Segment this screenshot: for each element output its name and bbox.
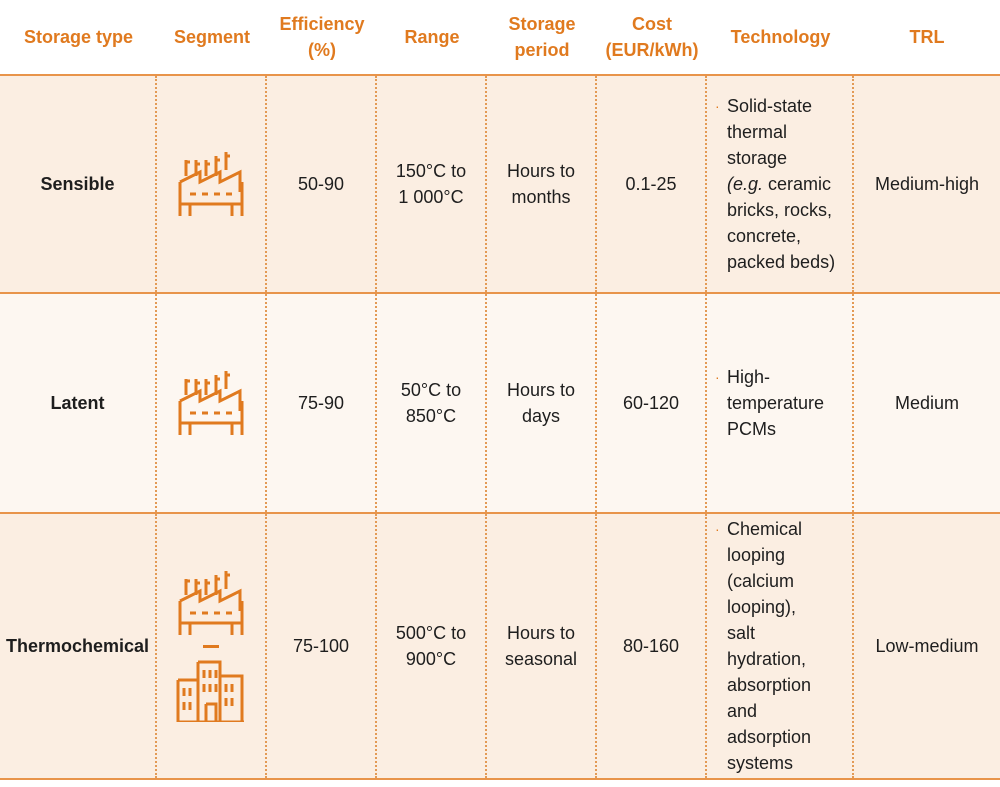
- header-efficiency: Efficiency (%): [279, 14, 365, 60]
- trl-cell: Low-medium: [875, 636, 979, 656]
- buildings-icon: [176, 660, 246, 722]
- range-cell: 50°C to 850°C: [377, 294, 487, 512]
- header-cost: Cost (EUR/kWh): [605, 14, 699, 60]
- header-trl: TRL: [909, 27, 945, 47]
- storage-type-cell: Thermochemical: [0, 514, 157, 778]
- table-header: Storage type Segment Efficiency (%) Rang…: [0, 0, 1000, 76]
- header-storage-type: Storage type: [23, 27, 134, 47]
- technology-text: High- temperature PCMs: [727, 367, 825, 439]
- storage-period-cell: Hours to months: [487, 76, 597, 292]
- storage-type-cell: Sensible: [0, 76, 157, 292]
- storage-period-cell: Hours to seasonal: [487, 514, 597, 778]
- storage-period-cell: Hours to days: [487, 294, 597, 512]
- header-segment: Segment: [173, 27, 251, 47]
- technology-text: Chemical looping (calcium looping), salt…: [727, 519, 812, 773]
- header-range: Range: [404, 27, 460, 47]
- segment-cell: [157, 514, 267, 778]
- industry-icon: [176, 371, 246, 435]
- cost-cell: 60-120: [597, 294, 707, 512]
- header-storage-period: Storage period: [508, 14, 576, 60]
- bullet-icon: ·: [715, 521, 720, 537]
- bullet-icon: ·: [715, 369, 720, 385]
- trl-cell: Medium: [894, 393, 960, 413]
- range-cell: 500°C to 900°C: [377, 514, 487, 778]
- separator-dash: [203, 644, 219, 648]
- technology-cell: · High- temperature PCMs: [707, 294, 854, 512]
- industry-icon: [176, 152, 246, 216]
- efficiency-cell: 50-90: [267, 76, 377, 292]
- table-row: Sensible 50-90 150°C to 1 000°C Hours to…: [0, 76, 1000, 294]
- cost-cell: 80-160: [597, 514, 707, 778]
- segment-cell: [157, 76, 267, 292]
- segment-cell: [157, 294, 267, 512]
- storage-type-cell: Latent: [0, 294, 157, 512]
- technology-cell: · Chemical looping (calcium looping), sa…: [707, 514, 854, 778]
- trl-cell: Medium-high: [874, 174, 980, 194]
- efficiency-cell: 75-100: [267, 514, 377, 778]
- bullet-icon: ·: [715, 98, 720, 114]
- table-row: Thermochemical: [0, 514, 1000, 780]
- cost-cell: 0.1-25: [597, 76, 707, 292]
- header-technology: Technology: [730, 27, 831, 47]
- technology-cell: · Solid-state thermal storage (e.g. cera…: [707, 76, 854, 292]
- industry-icon: [176, 570, 246, 635]
- table-row: Latent 75-90 50°C to 850°C Hours to days…: [0, 294, 1000, 514]
- efficiency-cell: 75-90: [267, 294, 377, 512]
- range-cell: 150°C to 1 000°C: [377, 76, 487, 292]
- technology-text: Solid-state thermal storage (e.g. cerami…: [727, 96, 836, 272]
